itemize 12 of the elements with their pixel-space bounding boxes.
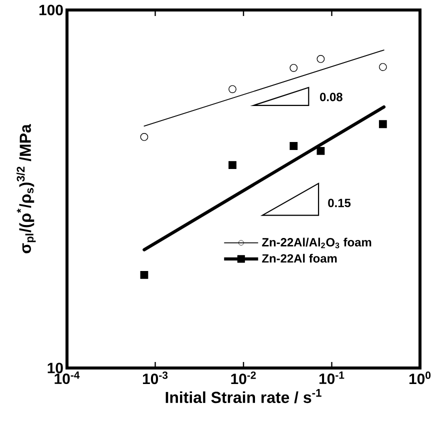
legend-label: Zn-22Al/Al$_{2}$O$_{3}$ foam [262,238,372,248]
x-axis-title: Initial Strain rate / s$^{-1}$ [166,389,322,404]
annotation: 0.08 [320,92,342,102]
annotation: 0.15 [328,198,351,208]
x-tick-label: 10$^{-2}$ [231,372,256,384]
text: σ$_{pl}$/(ρ$^{*}$/ρ$_{s}$)$^{3/2}$ /MPa [16,124,36,254]
y-tick-label: 10 [48,362,63,374]
legend-label: Zn-22Al foam [262,254,337,263]
x-tick-label: 10$^{0}$ [409,372,431,384]
x-tick-label: 10$^{-3}$ [142,372,168,384]
x-tick-label: 10$^{-1}$ [319,372,344,384]
y-tick-label: 100 [39,4,63,16]
